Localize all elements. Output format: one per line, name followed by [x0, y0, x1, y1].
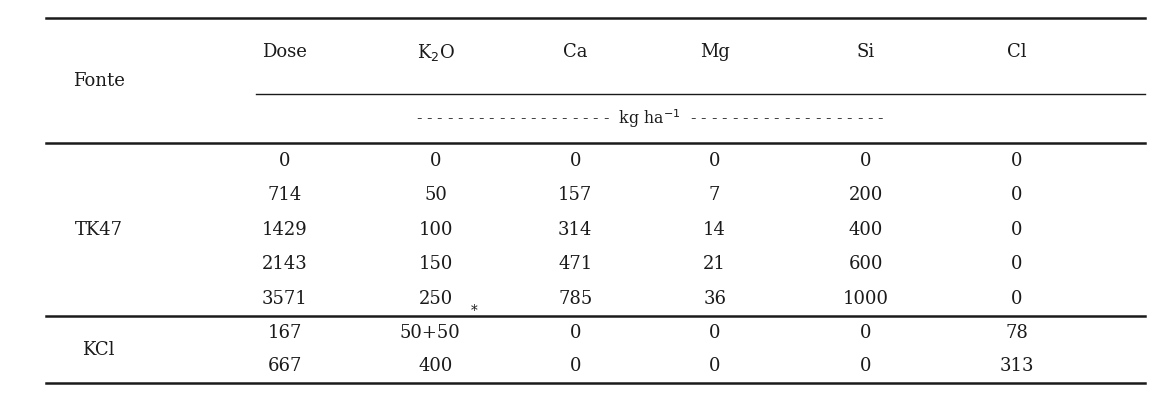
- Text: 7: 7: [709, 186, 720, 204]
- Text: 167: 167: [267, 324, 302, 342]
- Text: 78: 78: [1005, 324, 1028, 342]
- Text: 0: 0: [569, 358, 581, 375]
- Text: 0: 0: [860, 152, 872, 170]
- Text: 100: 100: [418, 221, 453, 239]
- Text: 0: 0: [860, 324, 872, 342]
- Text: 0: 0: [430, 152, 442, 170]
- Text: 150: 150: [418, 255, 453, 274]
- Text: Mg: Mg: [700, 43, 730, 61]
- Text: 50+50: 50+50: [400, 324, 460, 342]
- Text: 21: 21: [703, 255, 726, 274]
- Text: 0: 0: [1011, 152, 1023, 170]
- Text: 667: 667: [267, 358, 302, 375]
- Text: 0: 0: [1011, 221, 1023, 239]
- Text: 0: 0: [1011, 255, 1023, 274]
- Text: 0: 0: [709, 358, 720, 375]
- Text: Ca: Ca: [562, 43, 588, 61]
- Text: Si: Si: [856, 43, 875, 61]
- Text: 50: 50: [424, 186, 447, 204]
- Text: 0: 0: [569, 324, 581, 342]
- Text: *: *: [471, 305, 478, 318]
- Text: 14: 14: [703, 221, 726, 239]
- Text: 0: 0: [1011, 290, 1023, 308]
- Text: 157: 157: [558, 186, 593, 204]
- Text: 471: 471: [558, 255, 593, 274]
- Text: 3571: 3571: [261, 290, 308, 308]
- Text: K$_2$O: K$_2$O: [417, 42, 454, 62]
- Text: - - - - - - - - - - - - - - - - - - -  kg ha$^{-1}$  - - - - - - - - - - - - - -: - - - - - - - - - - - - - - - - - - - kg…: [416, 108, 885, 130]
- Text: 250: 250: [418, 290, 453, 308]
- Text: Fonte: Fonte: [73, 72, 124, 90]
- Text: KCl: KCl: [83, 341, 115, 359]
- Text: Cl: Cl: [1007, 43, 1026, 61]
- Text: 0: 0: [279, 152, 290, 170]
- Text: 785: 785: [558, 290, 593, 308]
- Text: 600: 600: [848, 255, 883, 274]
- Text: 313: 313: [999, 358, 1034, 375]
- Text: 1429: 1429: [261, 221, 308, 239]
- Text: 400: 400: [418, 358, 453, 375]
- Text: TK47: TK47: [74, 221, 123, 239]
- Text: 714: 714: [267, 186, 302, 204]
- Text: 0: 0: [1011, 186, 1023, 204]
- Text: 0: 0: [709, 152, 720, 170]
- Text: 0: 0: [569, 152, 581, 170]
- Text: 1000: 1000: [842, 290, 889, 308]
- Text: Dose: Dose: [263, 43, 307, 61]
- Text: 314: 314: [558, 221, 593, 239]
- Text: 0: 0: [709, 324, 720, 342]
- Text: 0: 0: [860, 358, 872, 375]
- Text: 36: 36: [703, 290, 726, 308]
- Text: 400: 400: [848, 221, 883, 239]
- Text: 200: 200: [848, 186, 883, 204]
- Text: 2143: 2143: [261, 255, 308, 274]
